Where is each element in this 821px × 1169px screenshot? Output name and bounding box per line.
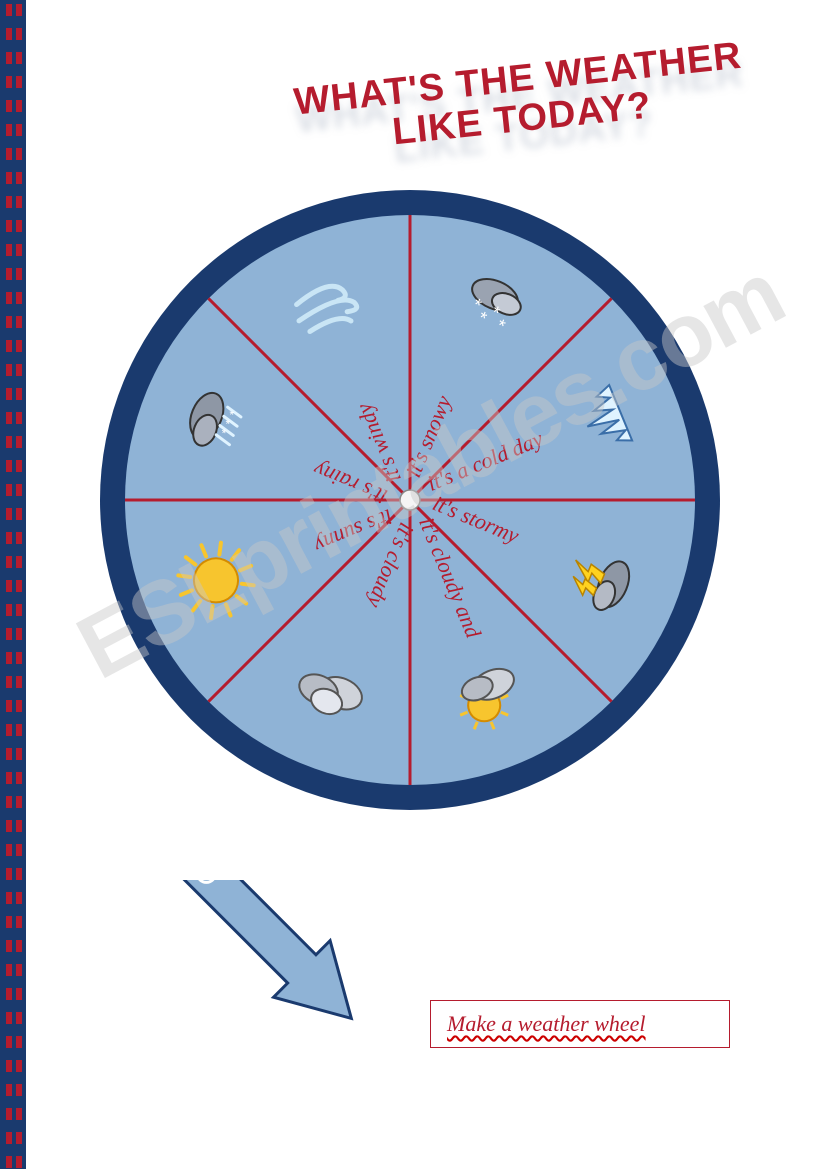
instruction-box: Make a weather wheel bbox=[430, 1000, 730, 1048]
left-border-strip bbox=[0, 0, 38, 1169]
page-title: WHAT'S THE WEATHER LIKE TODAY? bbox=[267, 34, 773, 166]
page-title-wrap: WHAT'S THE WEATHER LIKE TODAY? bbox=[267, 34, 773, 166]
instruction-text: Make a weather wheel bbox=[447, 1011, 646, 1036]
weather-wheel: **** it's snowy it's a cold day it's sto… bbox=[90, 180, 730, 820]
spinner-arrow bbox=[130, 880, 410, 1140]
wheel-hub bbox=[400, 490, 420, 510]
